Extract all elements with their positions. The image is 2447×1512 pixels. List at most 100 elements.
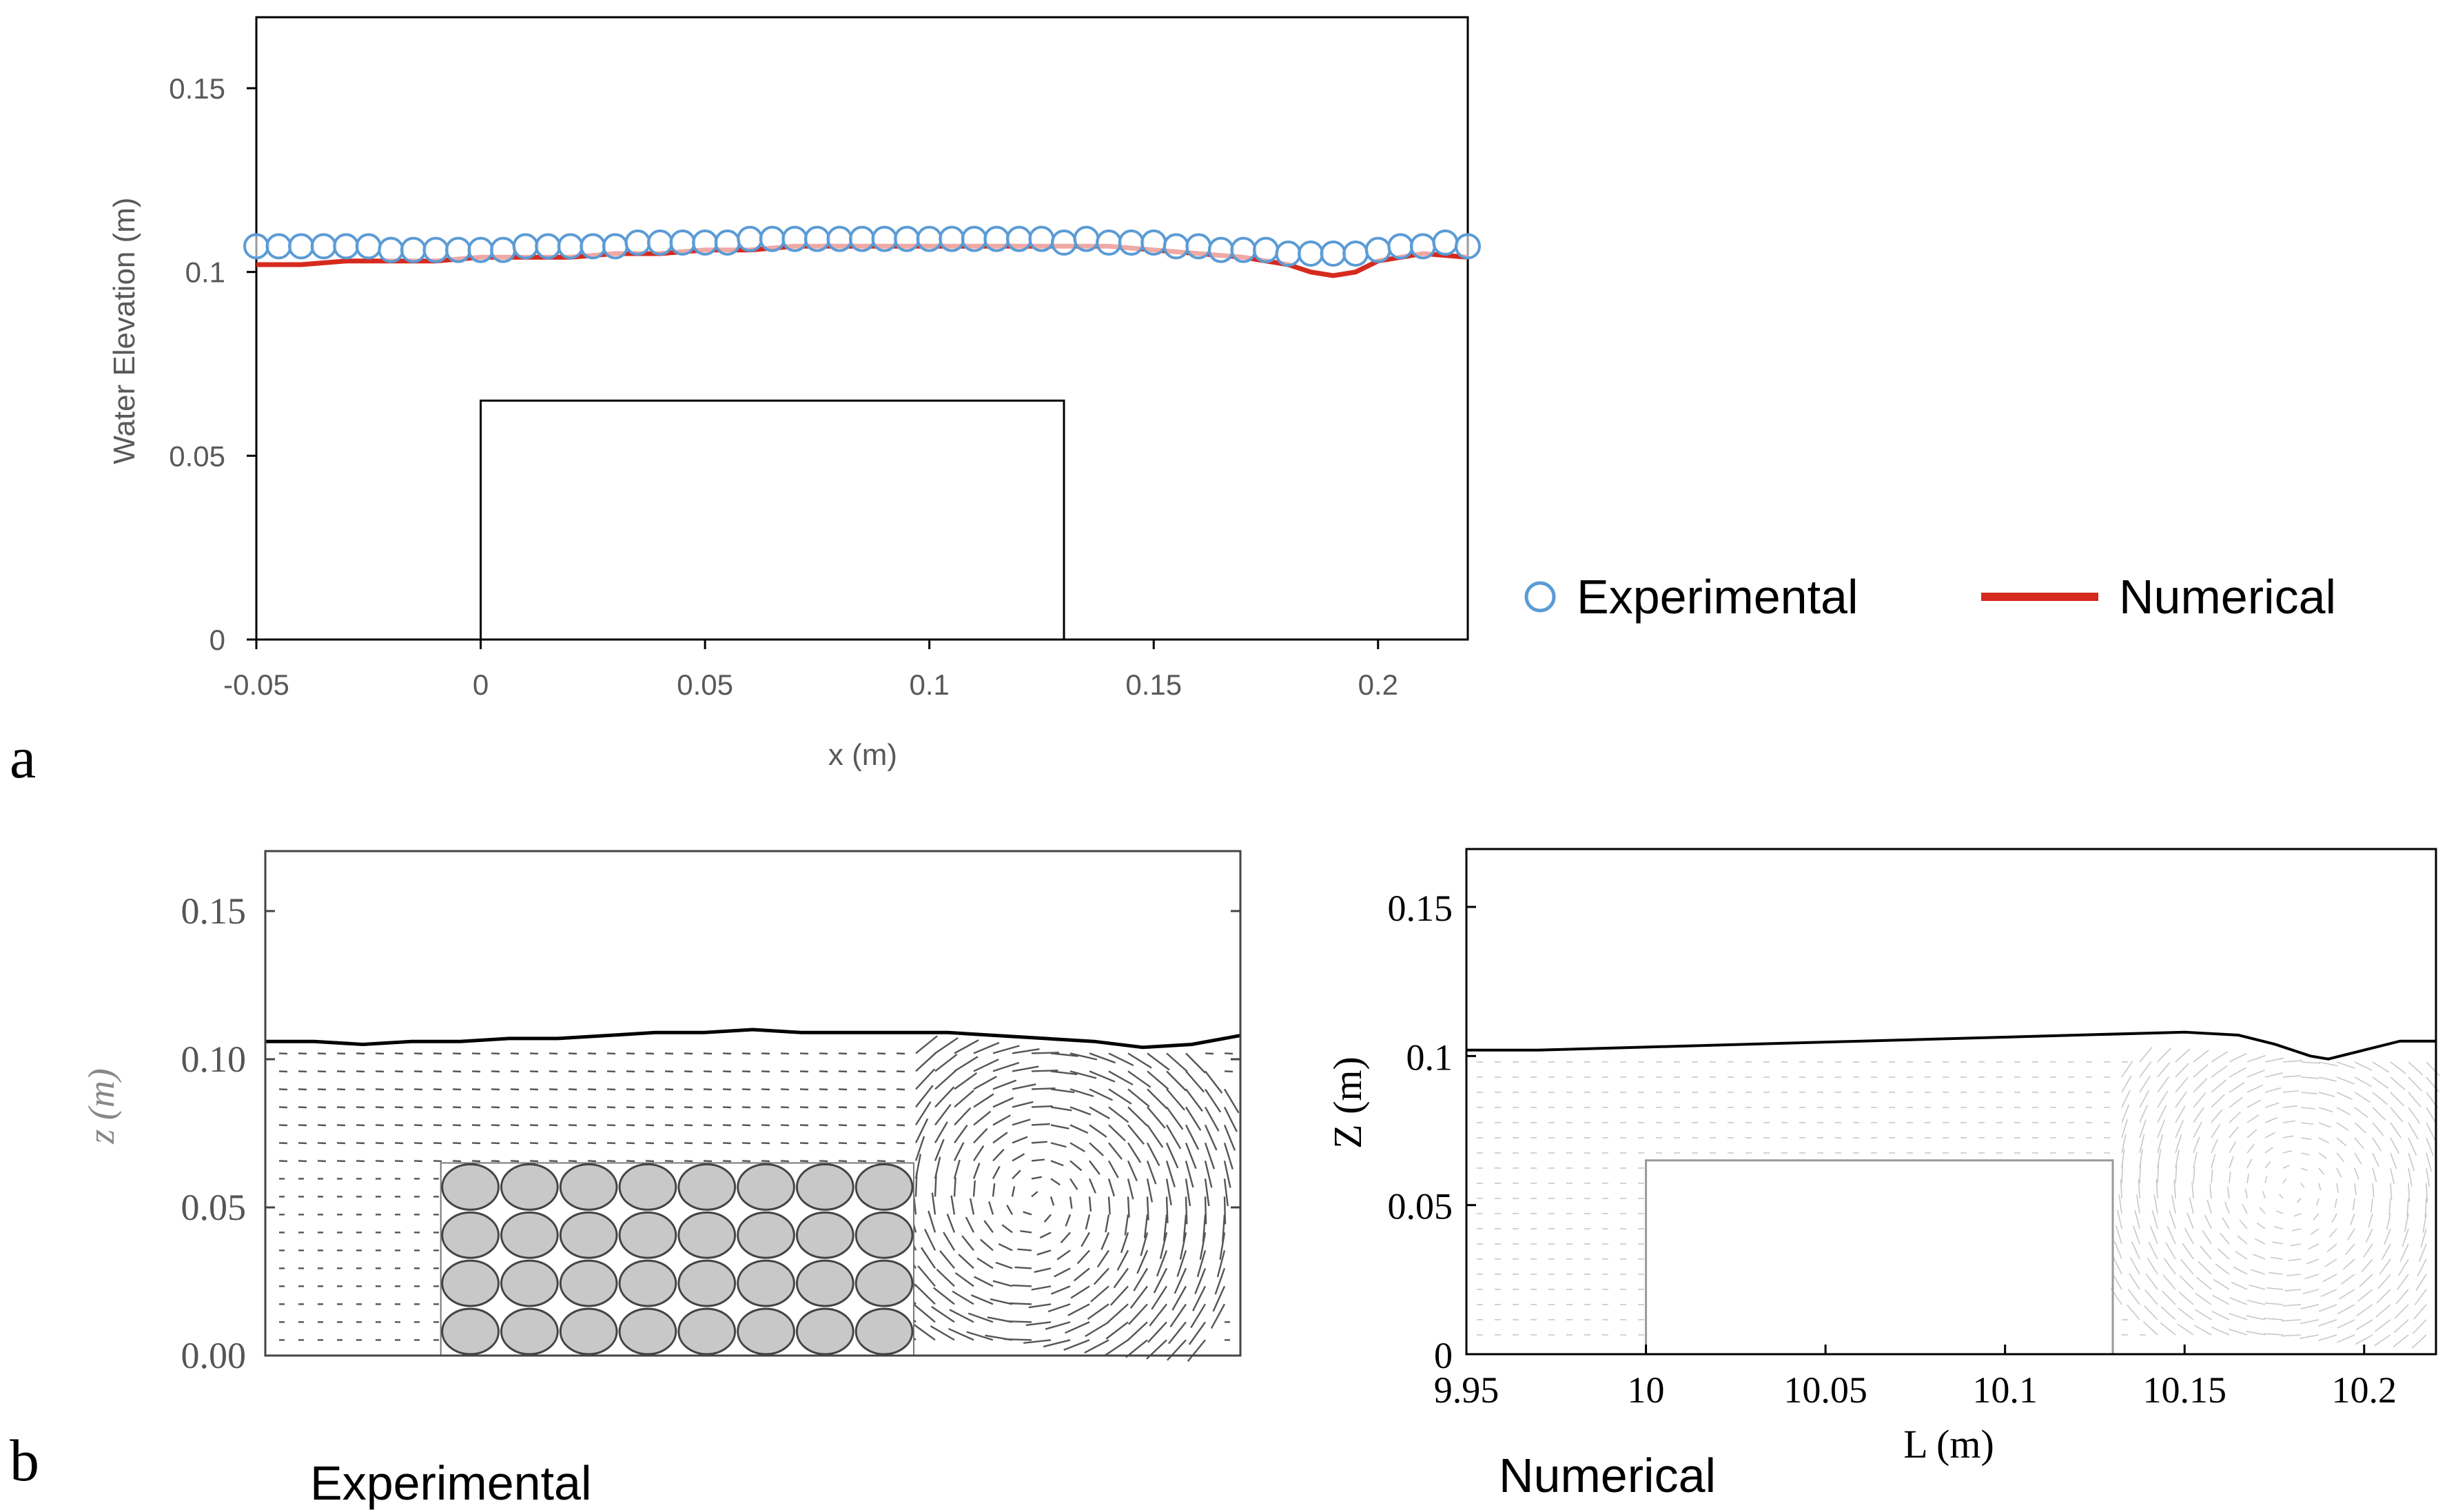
chart-a-y-tick-label: 0.05 (169, 440, 225, 472)
velocity-vector (491, 1088, 500, 1091)
velocity-vector (992, 1045, 1020, 1054)
velocity-vector (2354, 1076, 2372, 1087)
velocity-vector (969, 1198, 975, 1215)
velocity-vector (1081, 1232, 1091, 1247)
velocity-vector (934, 1070, 956, 1090)
series-experimental-point (759, 225, 786, 252)
chart-b-numerical-y-tick-label: 0.05 (1388, 1186, 1453, 1227)
velocity-vector (1194, 1267, 1207, 1295)
porous-block-cylinder (618, 1163, 677, 1211)
velocity-vector (1187, 1339, 1206, 1362)
velocity-vector (2414, 1289, 2427, 1305)
velocity-vector (914, 1136, 925, 1161)
velocity-vector (2372, 1061, 2390, 1073)
velocity-vector (298, 1052, 307, 1055)
velocity-vector (2132, 1225, 2140, 1245)
velocity-vector (819, 1070, 828, 1073)
velocity-vector (645, 1052, 655, 1055)
chart-b-numerical: 9.95 10 10.05 10.1 10.15 10.2 0 0.05 0.1 0.15 L … (1325, 848, 2440, 1467)
velocity-vector (953, 1159, 961, 1179)
velocity-vector (2337, 1304, 2355, 1315)
velocity-vector (1120, 1232, 1129, 1254)
velocity-vector (1036, 1249, 1052, 1256)
velocity-vector (1012, 1169, 1021, 1180)
velocity-vector (1011, 1186, 1016, 1197)
legend-numerical-label: Numerical (2119, 570, 2336, 624)
velocity-vector (970, 1294, 994, 1305)
velocity-vector (2182, 1243, 2194, 1260)
velocity-vector (587, 1070, 597, 1073)
series-experimental-point (737, 225, 764, 252)
velocity-vector (1020, 1230, 1032, 1234)
velocity-vector (2193, 1136, 2200, 1154)
velocity-vector (1214, 1267, 1226, 1295)
velocity-vector (990, 1298, 1013, 1305)
velocity-vector (2282, 1165, 2290, 1169)
velocity-vector (1127, 1088, 1150, 1107)
velocity-vector (992, 1132, 1008, 1144)
series-experimental-point (1387, 233, 1414, 260)
velocity-vector (2411, 1334, 2427, 1349)
velocity-vector (1146, 1178, 1154, 1203)
velocity-vector (838, 1070, 848, 1073)
velocity-vector (1210, 1303, 1226, 1329)
series-experimental-point (422, 236, 449, 263)
velocity-vector (1149, 1303, 1167, 1327)
velocity-vector (2229, 1297, 2248, 1305)
velocity-vector (988, 1201, 994, 1215)
velocity-vector (2336, 1137, 2347, 1147)
velocity-vector (2393, 1334, 2409, 1348)
velocity-vector (2193, 1092, 2207, 1108)
velocity-vector (1069, 1070, 1097, 1079)
velocity-vector (2282, 1178, 2287, 1184)
velocity-vector (1167, 1339, 1187, 1361)
velocity-vector (1185, 1070, 1205, 1093)
velocity-vector (2300, 1183, 2305, 1188)
velocity-vector (914, 1172, 918, 1197)
series-experimental-point (580, 233, 606, 260)
velocity-vector (943, 1232, 956, 1252)
velocity-vector (2390, 1076, 2406, 1090)
velocity-vector (1076, 1249, 1090, 1265)
velocity-vector (2415, 1274, 2427, 1291)
velocity-vector (1043, 1339, 1071, 1348)
velocity-vector (1224, 1070, 1233, 1073)
velocity-vector (2371, 1198, 2373, 1213)
velocity-vector (2202, 1230, 2212, 1245)
velocity-vector (2191, 1182, 2194, 1199)
velocity-vector (2381, 1243, 2391, 1260)
chart-b-numerical-free-surface (1466, 1030, 2436, 1061)
velocity-vector (980, 1238, 994, 1252)
velocity-vector (1047, 1303, 1071, 1313)
velocity-vector (1153, 1267, 1168, 1294)
velocity-vector (2264, 1132, 2275, 1138)
velocity-vector (2408, 1167, 2413, 1187)
series-experimental-point (1342, 241, 1369, 267)
velocity-vector (2337, 1319, 2355, 1329)
velocity-vector (2318, 1304, 2337, 1312)
series-experimental-point (1455, 233, 1481, 260)
chart-b-numerical-x-tick-label: 10.1 (1972, 1369, 2038, 1411)
velocity-vector (2282, 1090, 2300, 1093)
series-experimental-point (624, 229, 651, 256)
velocity-vector (1050, 1052, 1078, 1057)
velocity-vector (375, 1088, 385, 1091)
velocity-vector (2269, 1271, 2284, 1275)
velocity-vector (1204, 1196, 1207, 1225)
velocity-vector (2374, 1334, 2391, 1347)
velocity-vector (2408, 1137, 2417, 1156)
velocity-vector (568, 1088, 577, 1091)
velocity-vector (2121, 1104, 2130, 1123)
velocity-vector (2354, 1061, 2373, 1071)
velocity-vector (2264, 1176, 2268, 1184)
velocity-vector (394, 1088, 404, 1091)
velocity-vector (2139, 1105, 2149, 1123)
velocity-vector (1133, 1267, 1149, 1291)
velocity-vector (838, 1052, 848, 1055)
velocity-vector (2211, 1124, 2221, 1138)
velocity-vector (2354, 1122, 2366, 1134)
velocity-vector (2282, 1304, 2302, 1307)
velocity-vector (2368, 1213, 2373, 1228)
velocity-vector (2252, 1254, 2266, 1260)
velocity-vector (954, 1107, 972, 1126)
